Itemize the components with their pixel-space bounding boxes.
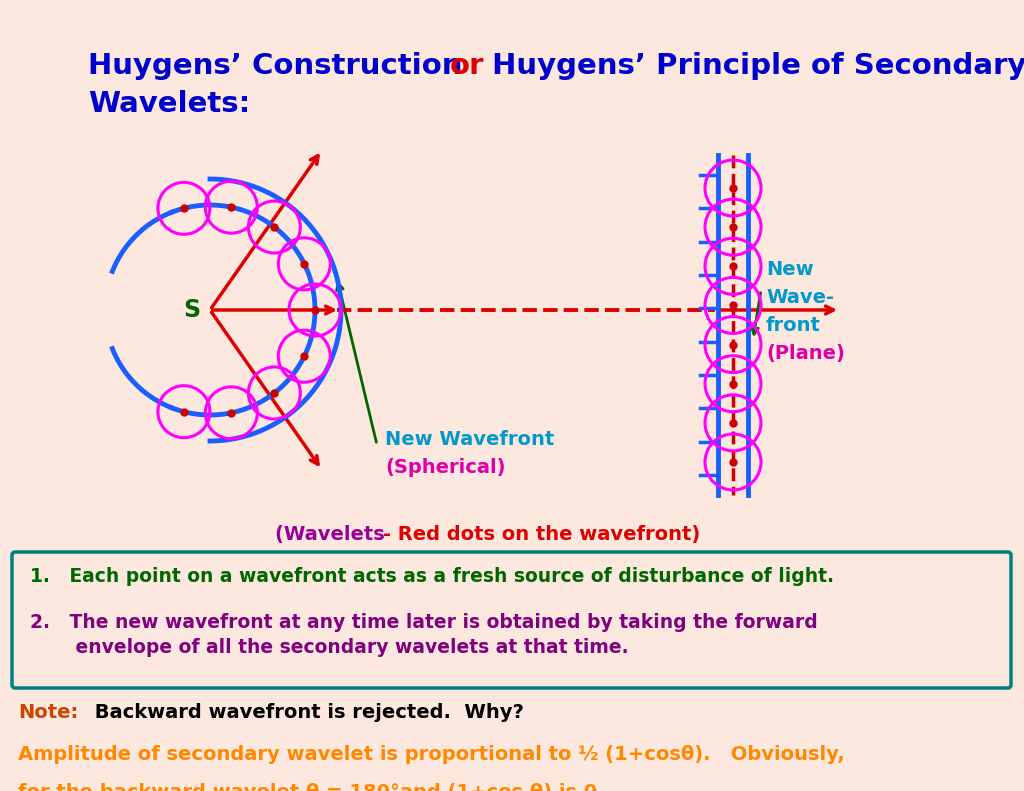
Text: or: or xyxy=(450,52,484,80)
Text: Huygens’ Principle of Secondary: Huygens’ Principle of Secondary xyxy=(482,52,1024,80)
Text: Note:: Note: xyxy=(18,703,78,722)
Text: Huygens’ Construction: Huygens’ Construction xyxy=(88,52,473,80)
Text: New Wavefront: New Wavefront xyxy=(385,430,554,449)
Text: (Wavelets: (Wavelets xyxy=(275,525,391,544)
Text: Wave-: Wave- xyxy=(766,288,834,307)
Text: 1.   Each point on a wavefront acts as a fresh source of disturbance of light.: 1. Each point on a wavefront acts as a f… xyxy=(30,567,834,586)
Text: 2.   The new wavefront at any time later is obtained by taking the forward
     : 2. The new wavefront at any time later i… xyxy=(30,613,818,657)
Text: for the backward wavelet θ = 180°and (1+cos θ) is 0.: for the backward wavelet θ = 180°and (1+… xyxy=(18,783,604,791)
Text: (Spherical): (Spherical) xyxy=(385,458,506,477)
Text: Wavelets:: Wavelets: xyxy=(88,90,250,118)
Text: Amplitude of secondary wavelet is proportional to ½ (1+cosθ).   Obviously,: Amplitude of secondary wavelet is propor… xyxy=(18,745,845,764)
Text: New: New xyxy=(766,260,814,279)
Text: S: S xyxy=(183,298,200,322)
FancyBboxPatch shape xyxy=(4,4,1020,762)
Text: front: front xyxy=(766,316,821,335)
FancyBboxPatch shape xyxy=(12,552,1011,688)
Text: - Red dots on the wavefront): - Red dots on the wavefront) xyxy=(383,525,700,544)
Text: (Plane): (Plane) xyxy=(766,344,845,363)
Text: Backward wavefront is rejected.  Why?: Backward wavefront is rejected. Why? xyxy=(88,703,524,722)
